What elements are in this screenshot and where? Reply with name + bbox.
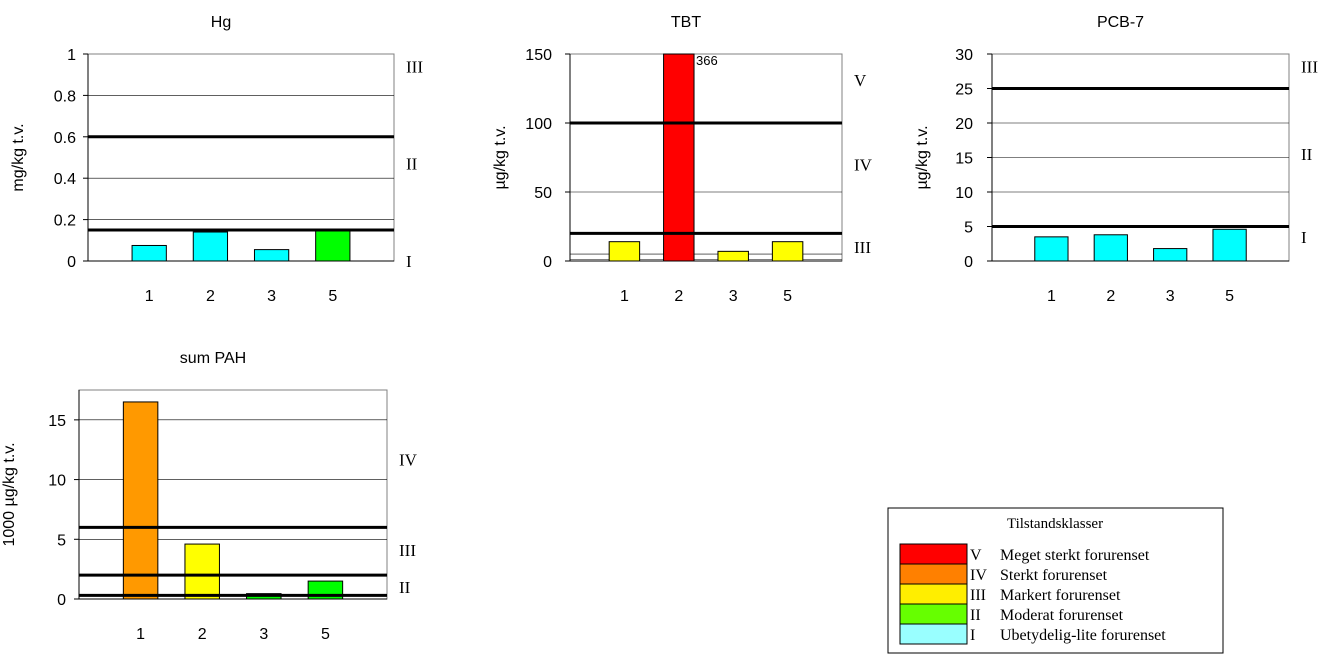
legend-class: I — [970, 627, 975, 644]
legend-label: Moderat forurenset — [1000, 607, 1124, 624]
legend-swatch — [899, 623, 968, 645]
bar-2 — [184, 543, 220, 600]
y-axis-label: 1000 µg/kg t.v. — [1, 442, 18, 546]
y-tick-label: 0 — [964, 254, 973, 271]
plot-area — [87, 53, 395, 262]
legend-swatch — [899, 563, 968, 585]
bar-3 — [253, 249, 290, 262]
x-tick-label: 1 — [1047, 288, 1056, 305]
legend-label: Markert forurenset — [1000, 587, 1121, 604]
bar-1 — [131, 244, 167, 262]
legend-class: III — [970, 587, 986, 604]
class-label: III — [406, 57, 423, 76]
y-axis-label: µg/kg t.v. — [492, 125, 509, 189]
legend-swatch — [899, 583, 968, 605]
y-tick-label: 15 — [48, 413, 66, 430]
bar-3 — [717, 250, 749, 262]
data-label: 366 — [696, 53, 718, 68]
x-tick-label: 3 — [267, 288, 276, 305]
legend-items: V Meget sterkt forurenset IV Sterkt foruren… — [899, 543, 1166, 645]
x-tick-label: 1 — [620, 288, 629, 305]
legend-class: II — [970, 607, 981, 624]
legend-label: Sterkt forurenset — [1000, 567, 1108, 584]
x-tick-label: 1 — [136, 626, 145, 643]
y-tick-label: 25 — [955, 82, 973, 99]
bar-1 — [122, 401, 159, 600]
y-tick-label: 0 — [543, 254, 552, 271]
y-tick-label: 10 — [48, 473, 66, 490]
y-tick-label: 0.8 — [54, 88, 76, 105]
y-tick-label: 10 — [955, 185, 973, 202]
legend-class: IV — [970, 567, 987, 584]
legend-label: Meget sterkt forurenset — [1000, 547, 1150, 564]
x-tick-label: 1 — [145, 288, 154, 305]
y-tick-label: 1 — [67, 47, 76, 64]
legend-swatch — [899, 543, 968, 565]
x-tick-label: 2 — [206, 288, 215, 305]
bar-2 — [192, 231, 229, 262]
legend-class: V — [970, 547, 982, 564]
x-tick-label: 5 — [321, 626, 330, 643]
class-label: V — [854, 71, 867, 90]
x-tick-label: 2 — [674, 288, 683, 305]
y-tick-label: 100 — [525, 116, 552, 133]
bar-5 — [771, 241, 804, 262]
y-tick-label: 0 — [67, 254, 76, 271]
x-tick-label: 2 — [1106, 288, 1115, 305]
bar-1 — [1034, 236, 1069, 262]
class-label: II — [1301, 145, 1313, 164]
bar-2 — [663, 53, 695, 262]
x-tick-label: 2 — [198, 626, 207, 643]
y-tick-label: 0.2 — [54, 213, 76, 230]
legend-swatch — [899, 603, 968, 625]
legend: Tilstandsklasser V Meget sterkt forurense… — [887, 507, 1224, 654]
legend-title: Tilstandsklasser — [1007, 516, 1103, 532]
x-tick-label: 3 — [259, 626, 268, 643]
class-label: II — [406, 155, 418, 174]
chart-title: Hg — [211, 14, 231, 31]
y-tick-label: 150 — [525, 47, 552, 64]
legend-label: Ubetydelig-lite forurenset — [1000, 627, 1166, 644]
class-label: I — [406, 252, 412, 271]
y-tick-label: 20 — [955, 116, 973, 133]
bar-5 — [1212, 228, 1247, 262]
chart-title: sum PAH — [180, 350, 246, 367]
class-label: I — [1301, 228, 1307, 247]
y-tick-label: 0.4 — [54, 171, 76, 188]
y-tick-label: 5 — [57, 532, 66, 549]
bar-2 — [1093, 234, 1128, 262]
y-tick-label: 30 — [955, 47, 973, 64]
class-label: IV — [399, 450, 418, 469]
x-tick-label: 3 — [729, 288, 738, 305]
y-tick-label: 15 — [955, 151, 973, 168]
y-tick-label: 50 — [534, 185, 552, 202]
y-tick-label: 0 — [57, 592, 66, 609]
y-tick-label: 5 — [964, 220, 973, 237]
chart-title: TBT — [671, 14, 701, 31]
x-tick-label: 3 — [1166, 288, 1175, 305]
bar-5 — [315, 229, 351, 262]
x-tick-label: 5 — [783, 288, 792, 305]
y-tick-label: 0.6 — [54, 130, 76, 147]
y-axis-label: mg/kg t.v. — [10, 123, 27, 191]
class-label: III — [1301, 57, 1318, 76]
x-tick-label: 5 — [1225, 288, 1234, 305]
y-axis-label: µg/kg t.v. — [914, 125, 931, 189]
x-tick-label: 5 — [328, 288, 337, 305]
chart-title: PCB-7 — [1097, 14, 1144, 31]
class-label: II — [399, 578, 411, 597]
class-label: IV — [854, 155, 873, 174]
bar-1 — [608, 241, 641, 262]
class-label: III — [854, 238, 871, 257]
class-label: III — [399, 541, 416, 560]
bar-3 — [1153, 248, 1188, 262]
plot-area — [569, 53, 843, 262]
